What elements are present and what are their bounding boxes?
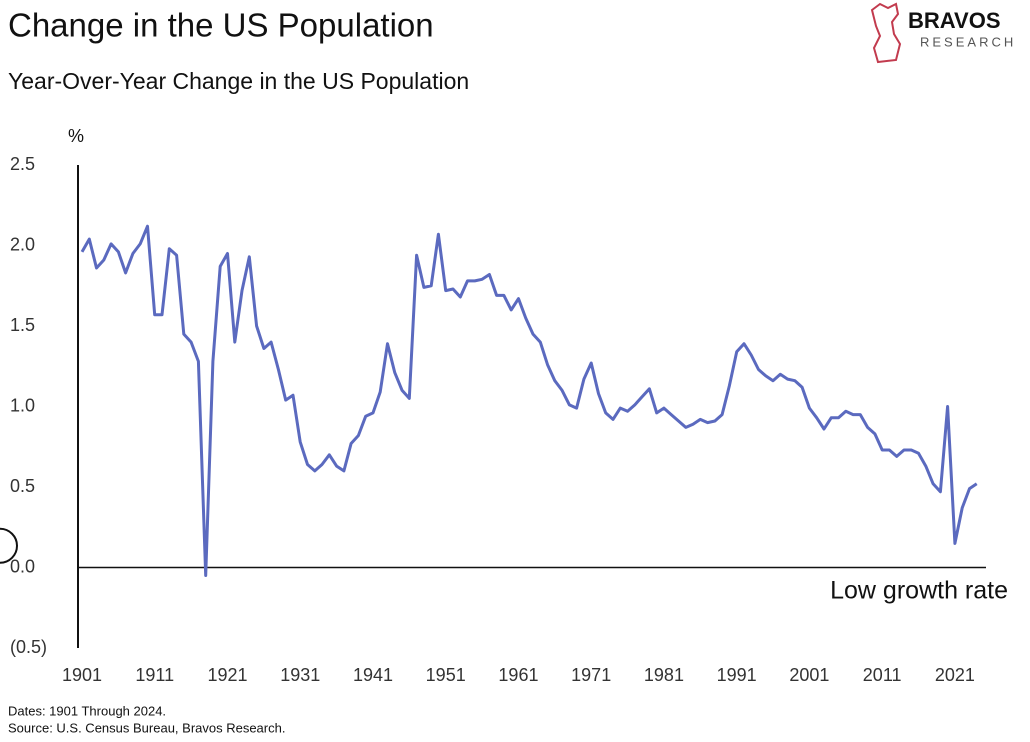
line-series [80, 224, 978, 577]
chart-title: Change in the US Population [8, 7, 434, 44]
x-tick-label: 1981 [644, 665, 684, 685]
annotation-circle [0, 527, 18, 564]
y-tick-label: 2.0 [10, 234, 35, 254]
logo: BRAVOS RESEARCH [870, 2, 1016, 64]
x-tick-label: 1941 [353, 665, 393, 685]
x-tick-label: 1921 [207, 665, 247, 685]
x-tick-label: 1911 [135, 665, 174, 685]
x-tick-label: 1931 [280, 665, 320, 685]
x-tick-label: 1991 [717, 665, 757, 685]
y-tick-label: 1.0 [10, 395, 35, 415]
footnote: Source: U.S. Census Bureau, Bravos Resea… [8, 720, 285, 735]
x-tick-label: 2021 [935, 665, 975, 685]
y-tick-label: 2.5 [10, 154, 35, 174]
logo-icon [870, 2, 902, 64]
y-tick-label: (0.5) [10, 637, 47, 657]
x-tick-label: 1951 [426, 665, 466, 685]
logo-tagline: RESEARCH [920, 34, 1016, 49]
annotation: Low growth rate [830, 577, 1008, 605]
logo-name: BRAVOS [908, 8, 1001, 33]
x-tick-label: 2011 [863, 665, 902, 685]
x-tick-label: 2001 [789, 665, 829, 685]
footnote: Dates: 1901 Through 2024. [8, 703, 166, 718]
x-tick-label: 1901 [62, 665, 102, 685]
y-tick-label: 1.5 [10, 315, 35, 335]
x-tick-label: 1971 [571, 665, 611, 685]
y-tick-label: 0.0 [10, 556, 35, 576]
y-tick-label: 0.5 [10, 476, 35, 496]
y-axis-label: % [68, 126, 84, 146]
x-tick-label: 1961 [498, 665, 538, 685]
chart-subtitle: Year-Over-Year Change in the US Populati… [8, 68, 469, 94]
